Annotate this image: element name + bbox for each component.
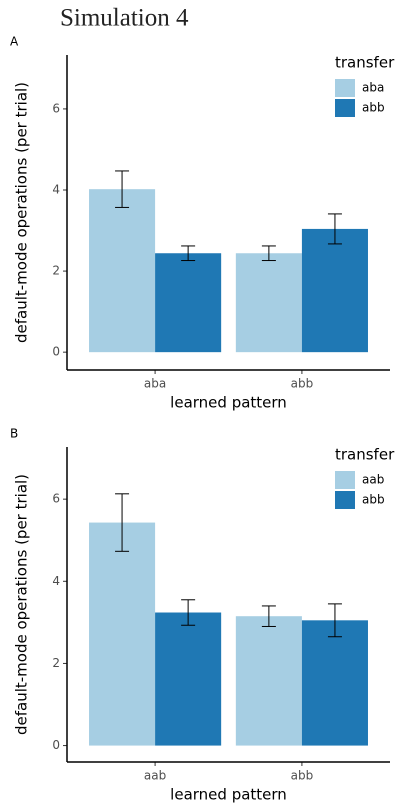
legend-swatch <box>335 471 355 489</box>
panel-tag: A <box>10 35 19 49</box>
bar <box>301 228 368 353</box>
legend-title: transfer <box>335 446 395 464</box>
legend-title: transfer <box>335 54 395 72</box>
bar <box>155 612 222 746</box>
bar <box>235 253 302 353</box>
legend-label: abb <box>362 493 385 507</box>
panel-tag: B <box>10 427 18 441</box>
x-tick-label: abb <box>291 377 314 391</box>
y-axis-label: default-mode operations (per trial) <box>13 474 31 735</box>
error-bar <box>115 493 130 552</box>
bar <box>235 616 302 746</box>
y-tick-label: 4 <box>52 574 60 588</box>
error-bar <box>261 245 276 262</box>
x-tick-label: abb <box>291 769 314 783</box>
bar <box>155 253 222 353</box>
x-axis-label: learned pattern <box>170 786 287 804</box>
error-bar <box>327 603 342 638</box>
y-tick-label: 2 <box>52 264 60 278</box>
bar <box>89 522 156 746</box>
bar <box>301 620 368 746</box>
y-tick-label: 6 <box>52 492 60 506</box>
legend-swatch <box>335 79 355 97</box>
error-bar <box>181 245 196 262</box>
y-tick-label: 2 <box>52 656 60 670</box>
figure-title: Simulation 4 <box>60 5 189 32</box>
legend-label: aab <box>362 473 384 487</box>
legend-label: aba <box>362 81 384 95</box>
error-bar <box>115 170 130 208</box>
y-tick-label: 4 <box>52 183 60 197</box>
legend-label: abb <box>362 101 385 115</box>
error-bar <box>261 605 276 627</box>
y-tick-label: 0 <box>52 345 60 359</box>
error-bar <box>181 599 196 626</box>
y-tick-label: 6 <box>52 101 60 115</box>
x-tick-label: aba <box>144 377 166 391</box>
y-tick-label: 0 <box>52 738 60 752</box>
legend-swatch <box>335 491 355 509</box>
error-bar <box>327 213 342 245</box>
y-axis-label: default-mode operations (per trial) <box>13 82 31 343</box>
x-tick-label: aab <box>144 769 166 783</box>
bar <box>89 189 156 353</box>
legend-swatch <box>335 99 355 117</box>
x-axis-label: learned pattern <box>170 394 287 412</box>
